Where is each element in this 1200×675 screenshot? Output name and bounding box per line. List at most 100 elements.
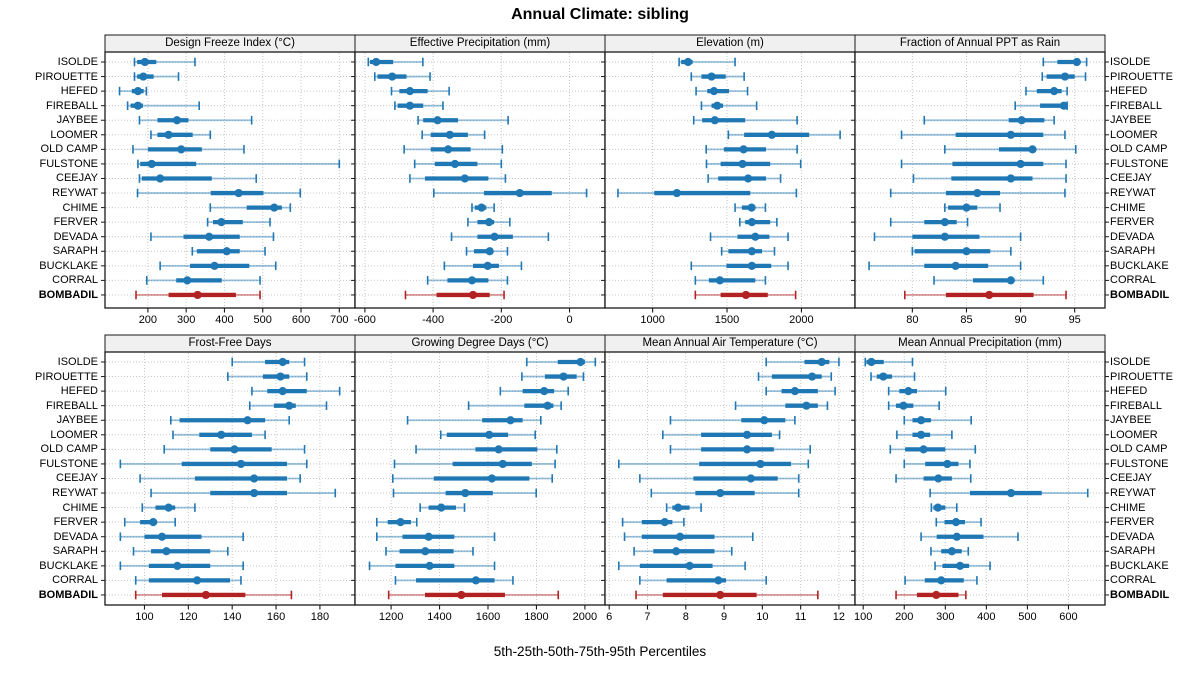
tick-label-design-freeze-index-c-400: 400 xyxy=(215,314,234,326)
row-loomer xyxy=(662,430,781,440)
row-corral xyxy=(426,276,509,285)
site-label-left-jaybee-row1: JAYBEE xyxy=(56,414,98,427)
tick-label-frost-free-days-100: 100 xyxy=(135,611,154,623)
median-dot xyxy=(714,576,723,585)
site-label-left-reywat-row1: REYWAT xyxy=(52,487,98,500)
site-label-right-pirouette-row1: PIROUETTE xyxy=(1110,370,1173,383)
site-label-right-fulstone-row0: FULSTONE xyxy=(1110,157,1169,170)
row-ferver xyxy=(621,517,685,527)
site-label-left-pirouette-row1: PIROUETTE xyxy=(35,370,98,383)
median-dot xyxy=(139,72,148,81)
median-dot xyxy=(205,232,214,241)
row-ceejay xyxy=(139,474,301,483)
median-dot xyxy=(285,401,294,410)
strip-title-frost-free-days: Frost-Free Days xyxy=(188,337,272,349)
median-dot xyxy=(933,503,943,512)
row-old-camp xyxy=(403,145,504,154)
median-dot xyxy=(756,459,765,469)
panel-effective-precipitation-mm xyxy=(351,34,606,313)
strip-title-growing-degree-days-c: Growing Degree Days (°C) xyxy=(411,337,549,349)
tick-label-effective-precipitation-mm--400: -400 xyxy=(422,314,445,326)
median-dot xyxy=(450,159,460,169)
row-isolde xyxy=(367,57,424,67)
strip-title-fraction-of-annual-ppt-as-rain: Fraction of Annual PPT as Rain xyxy=(899,37,1061,49)
median-dot xyxy=(157,532,167,541)
site-label-left-corral-row1: CORRAL xyxy=(52,574,98,587)
site-label-right-devada-row1: DEVADA xyxy=(1110,530,1155,543)
panel-frost-free-days xyxy=(101,334,356,610)
median-dot xyxy=(715,276,724,285)
row-chime xyxy=(141,503,196,512)
median-dot xyxy=(747,261,756,270)
median-dot xyxy=(1006,174,1015,183)
median-dot xyxy=(751,232,760,241)
row-reywat xyxy=(889,188,1066,198)
median-dot xyxy=(457,590,466,600)
median-dot xyxy=(483,261,492,270)
tick-label-mean-annual-air-temperature-c-6: 6 xyxy=(606,611,613,623)
site-label-right-loomer-row0: LOOMER xyxy=(1110,128,1158,141)
tick-label-growing-degree-days-c-1400: 1400 xyxy=(427,611,452,623)
median-dot xyxy=(494,445,503,454)
median-dot xyxy=(147,159,156,169)
tick-label-mean-annual-air-temperature-c-7: 7 xyxy=(644,611,651,623)
row-fulstone xyxy=(119,459,308,469)
tick-label-growing-degree-days-c-1800: 1800 xyxy=(524,611,549,623)
tick-label-design-freeze-index-c-200: 200 xyxy=(138,314,158,326)
median-dot xyxy=(201,590,210,600)
median-dot xyxy=(790,387,799,396)
row-ceejay xyxy=(138,174,258,183)
row-corral xyxy=(145,276,261,285)
median-dot xyxy=(164,503,173,512)
median-dot xyxy=(471,576,480,585)
row-corral xyxy=(694,276,767,285)
site-label-right-ferver-row1: FERVER xyxy=(1110,516,1155,529)
row-pirouette xyxy=(133,72,180,81)
row-bombadil xyxy=(387,590,560,600)
median-dot xyxy=(916,430,926,439)
median-dot xyxy=(709,87,719,96)
median-dot xyxy=(973,188,982,198)
median-dot xyxy=(1072,57,1081,67)
site-label-left-jaybee-row0: JAYBEE xyxy=(56,114,98,127)
median-dot xyxy=(250,474,259,483)
median-dot xyxy=(672,547,681,556)
median-dot xyxy=(433,116,442,125)
row-old-camp xyxy=(163,445,306,454)
site-label-right-saraph-row1: SARAPH xyxy=(1110,545,1156,558)
median-dot xyxy=(485,247,494,256)
site-label-left-ferver-row1: FERVER xyxy=(53,516,98,529)
median-dot xyxy=(222,247,231,256)
row-chime xyxy=(471,203,495,212)
site-label-right-fireball-row0: FIREBALL xyxy=(1110,99,1162,112)
row-hefed xyxy=(765,386,836,396)
tick-label-effective-precipitation-mm-0: 0 xyxy=(566,314,573,326)
row-corral xyxy=(394,576,514,585)
median-dot xyxy=(405,101,415,110)
site-label-right-reywat-row0: REYWAT xyxy=(1110,187,1156,200)
site-label-left-corral-row0: CORRAL xyxy=(52,274,98,287)
row-ceejay xyxy=(391,474,553,483)
median-dot xyxy=(173,561,182,570)
row-jaybee xyxy=(138,115,253,125)
row-hefed xyxy=(390,86,450,96)
median-dot xyxy=(421,547,430,556)
median-dot xyxy=(746,474,755,483)
tick-label-elevation-m-1000: 1000 xyxy=(640,314,665,326)
row-bombadil xyxy=(134,590,293,600)
row-pirouette xyxy=(690,72,745,81)
row-ceejay xyxy=(639,474,800,483)
panel-design-freeze-index-c xyxy=(101,34,356,313)
row-old-camp xyxy=(132,145,245,154)
row-hefed xyxy=(695,86,749,96)
median-dot xyxy=(477,203,486,212)
row-hefed xyxy=(251,386,341,396)
strip-title-mean-annual-precipitation-mm: Mean Annual Precipitation (mm) xyxy=(898,337,1062,349)
tick-label-design-freeze-index-c-600: 600 xyxy=(291,314,311,326)
median-dot xyxy=(738,159,747,169)
site-label-left-ceejay-row0: CEEJAY xyxy=(56,172,98,185)
site-label-left-chime-row1: CHIME xyxy=(62,501,98,514)
strip-title-effective-precipitation-mm: Effective Precipitation (mm) xyxy=(409,37,551,49)
site-label-right-jaybee-row0: JAYBEE xyxy=(1110,114,1152,127)
